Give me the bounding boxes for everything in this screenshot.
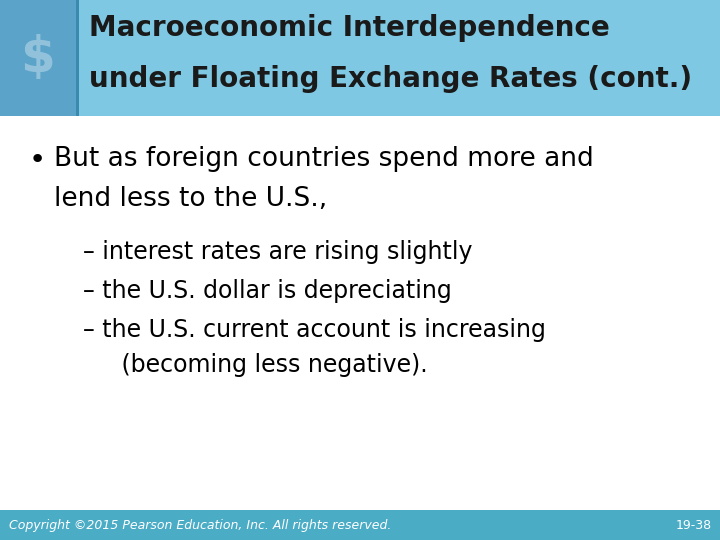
Text: – the U.S. dollar is depreciating: – the U.S. dollar is depreciating <box>83 279 451 303</box>
Text: lend less to the U.S.,: lend less to the U.S., <box>54 186 328 212</box>
Text: – interest rates are rising slightly: – interest rates are rising slightly <box>83 240 472 264</box>
Text: 19-38: 19-38 <box>675 518 711 532</box>
Text: – the U.S. current account is increasing: – the U.S. current account is increasing <box>83 318 546 342</box>
Bar <box>0 0 720 116</box>
Text: $: $ <box>20 34 55 82</box>
Text: Macroeconomic Interdependence: Macroeconomic Interdependence <box>89 14 609 42</box>
Text: under Floating Exchange Rates (cont.): under Floating Exchange Rates (cont.) <box>89 65 692 93</box>
Bar <box>0 0 76 116</box>
Text: Copyright ©2015 Pearson Education, Inc. All rights reserved.: Copyright ©2015 Pearson Education, Inc. … <box>9 518 391 532</box>
Text: But as foreign countries spend more and: But as foreign countries spend more and <box>54 146 594 172</box>
Bar <box>0 510 720 540</box>
Text: •: • <box>29 146 46 174</box>
Bar <box>76 0 79 116</box>
Text: (becoming less negative).: (becoming less negative). <box>99 353 427 377</box>
